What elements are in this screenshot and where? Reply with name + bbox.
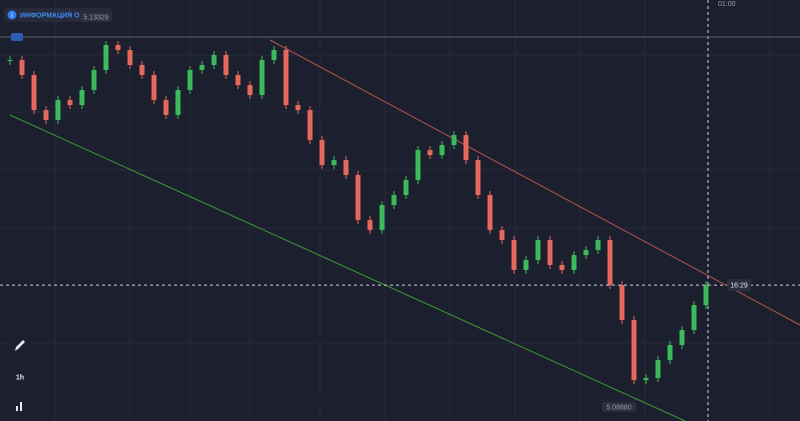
candle-body	[583, 250, 589, 256]
candle-body	[115, 45, 121, 51]
info-text[interactable]: ИНФОРМАЦИЯ О ПАРЕ	[20, 12, 101, 19]
candle-body	[235, 75, 241, 86]
candle-body	[151, 75, 157, 101]
candle-body	[631, 320, 637, 381]
candle-body	[499, 230, 505, 241]
badge	[11, 33, 23, 41]
candle-body	[7, 60, 13, 62]
candle-body	[367, 220, 373, 231]
candle-body	[211, 55, 217, 65]
candle-body	[559, 265, 565, 271]
candle-body	[451, 135, 457, 146]
candle-body	[607, 240, 613, 286]
timer-box	[727, 279, 751, 292]
info-icon	[7, 10, 17, 20]
candle-body	[103, 45, 109, 71]
candle-body	[19, 60, 25, 76]
candle-body	[655, 360, 661, 379]
time-label: 01:00	[718, 1, 736, 8]
candle-body	[463, 135, 469, 161]
timeframe-button[interactable]	[8, 367, 32, 387]
candle-body	[187, 70, 193, 91]
candle-body	[163, 100, 169, 116]
candle-body	[127, 50, 133, 65]
candle-body	[271, 50, 277, 61]
candle-body	[295, 105, 301, 111]
info-icon-glyph: i	[11, 12, 13, 19]
candle-body	[703, 285, 709, 306]
candle-body	[403, 180, 409, 196]
candle-body	[571, 255, 577, 271]
candle-body	[283, 50, 289, 106]
candle-body	[415, 150, 421, 181]
candle-body	[91, 70, 97, 91]
candle-body	[391, 195, 397, 206]
high-label-box	[80, 12, 112, 22]
candle-body	[595, 240, 601, 251]
candle-body	[67, 100, 73, 106]
candle-body	[343, 160, 349, 176]
candle-body	[331, 160, 337, 166]
pencil-icon	[15, 340, 25, 351]
candle-body	[259, 60, 265, 96]
indicator-icon	[16, 406, 18, 411]
candle-body	[55, 100, 61, 121]
candle-body	[175, 90, 181, 116]
candle-body	[247, 85, 253, 96]
candle-body	[619, 285, 625, 321]
candle-body	[547, 240, 553, 266]
candle-body	[475, 160, 481, 196]
candle-body	[355, 175, 361, 221]
indicator-icon	[20, 402, 22, 411]
candle-body	[535, 240, 541, 261]
candle-body	[643, 378, 649, 381]
candle-body	[379, 205, 385, 231]
low-label-box	[602, 402, 636, 412]
resistance-line	[269, 39, 800, 326]
candle-body	[43, 110, 49, 121]
candle-body	[31, 75, 37, 111]
candle-body	[139, 64, 145, 76]
candle-body	[307, 110, 313, 141]
candle-body	[523, 260, 529, 271]
support-line	[9, 114, 686, 421]
candle-body	[223, 55, 229, 76]
high-label: 5.13329	[83, 14, 108, 21]
candle-body	[679, 330, 685, 346]
candle-body	[427, 150, 433, 156]
candle-body	[439, 145, 445, 156]
candles	[0, 36, 800, 385]
candle-body	[199, 64, 205, 71]
timeframe-label[interactable]: 1h	[16, 374, 24, 381]
candle-body	[487, 195, 493, 231]
candle-body	[667, 345, 673, 361]
low-label: 5.08880	[606, 404, 631, 411]
candle-body	[319, 140, 325, 166]
timer: 16:29	[730, 282, 748, 289]
candle-body	[691, 305, 697, 331]
candle-body	[511, 240, 517, 271]
candle-body	[79, 90, 85, 106]
